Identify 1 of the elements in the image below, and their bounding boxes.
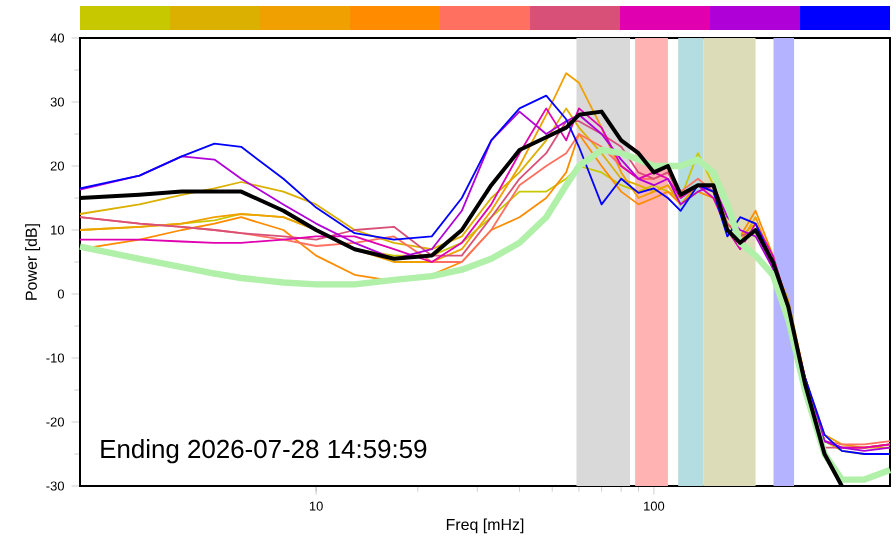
annotation: Ending 2026-07-28 14:59:59 bbox=[101, 439, 427, 464]
